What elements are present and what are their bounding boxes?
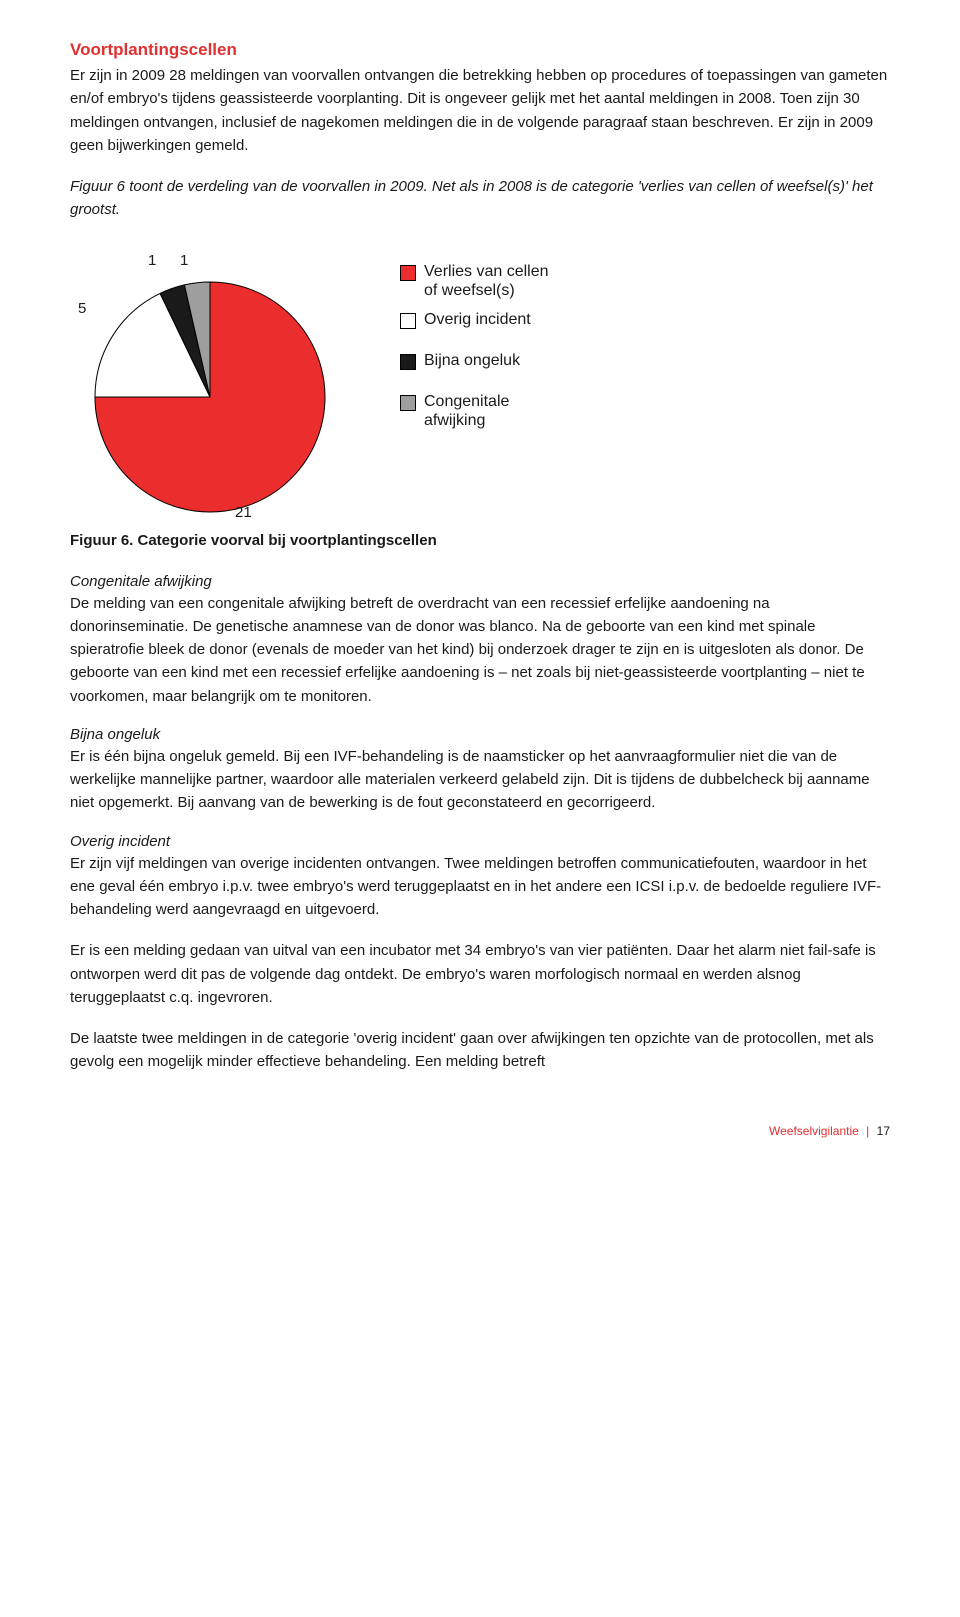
subhead-congenitale: Congenitale afwijking	[70, 573, 890, 590]
pie-legend: Verlies van cellenof weefsel(s) Overig in…	[400, 262, 549, 441]
legend-swatch	[400, 265, 416, 281]
body-overig-2: Er is een melding gedaan van uitval van …	[70, 939, 890, 1009]
intro-paragraph-2: Figuur 6 toont de verdeling van de voorv…	[70, 175, 890, 222]
legend-swatch	[400, 354, 416, 370]
footer-title: Weefselvigilantie	[769, 1124, 859, 1138]
page-footer: Weefselvigilantie | 17	[70, 1124, 890, 1138]
subhead-bijna: Bijna ongeluk	[70, 726, 890, 743]
legend-label: Overig incident	[424, 310, 531, 329]
body-congenitale: De melding van een congenitale afwijking…	[70, 592, 890, 708]
figure-6-chart: 21 5 1 1 Verlies van cellenof weefsel(s) Ove…	[70, 242, 890, 522]
body-overig-1: Er zijn vijf meldingen van overige incid…	[70, 852, 890, 922]
subhead-overig: Overig incident	[70, 833, 890, 850]
pie-callout: 1	[180, 252, 188, 269]
legend-item: Congenitaleafwijking	[400, 392, 549, 430]
pie-svg	[70, 242, 350, 522]
legend-label: Bijna ongeluk	[424, 351, 520, 370]
legend-swatch	[400, 395, 416, 411]
pie-callout: 5	[78, 300, 86, 317]
pie-callout: 21	[235, 504, 252, 521]
body-bijna: Er is één bijna ongeluk gemeld. Bij een …	[70, 745, 890, 815]
pie-callout: 1	[148, 252, 156, 269]
pie-chart: 21 5 1 1	[70, 242, 350, 522]
body-overig-3: De laatste twee meldingen in de categori…	[70, 1027, 890, 1074]
legend-item: Bijna ongeluk	[400, 351, 549, 370]
document-page: Voortplantingscellen Er zijn in 2009 28 …	[0, 0, 960, 1168]
legend-swatch	[400, 313, 416, 329]
footer-separator: |	[862, 1124, 873, 1138]
legend-label: Congenitaleafwijking	[424, 392, 509, 430]
figure-6-caption: Figuur 6. Categorie voorval bij voortpla…	[70, 532, 890, 549]
section-title: Voortplantingscellen	[70, 40, 890, 60]
intro-paragraph-1: Er zijn in 2009 28 meldingen van voorval…	[70, 64, 890, 157]
legend-item: Verlies van cellenof weefsel(s)	[400, 262, 549, 300]
legend-label: Verlies van cellenof weefsel(s)	[424, 262, 549, 300]
footer-page-number: 17	[877, 1124, 890, 1138]
legend-item: Overig incident	[400, 310, 549, 329]
